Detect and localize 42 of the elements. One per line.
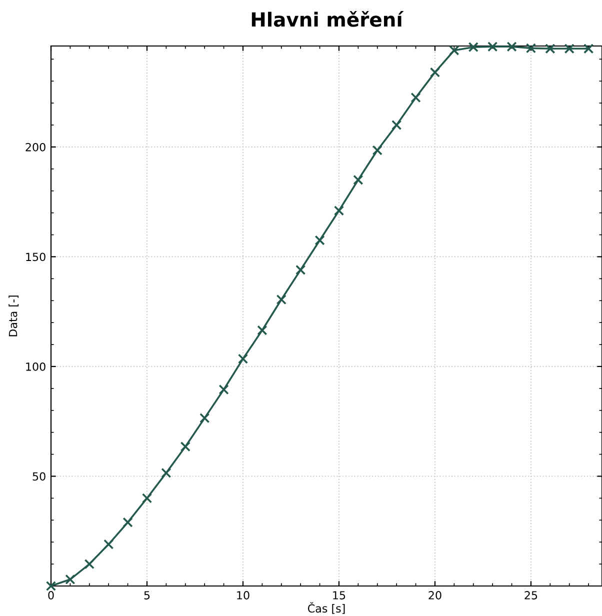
y-axis-title: Data [-] [8, 296, 19, 336]
point [430, 67, 440, 78]
point [238, 354, 248, 364]
chart-title: Hlavni měření [252, 11, 404, 27]
x-tick-label: 15 [333, 591, 346, 600]
point [564, 44, 574, 54]
y-tick-label: 100 [26, 362, 46, 371]
point [84, 558, 94, 570]
point [468, 42, 478, 52]
point [122, 517, 133, 528]
point [180, 442, 190, 452]
point [296, 264, 306, 275]
x-axis-title: Čas [s] [308, 602, 345, 614]
point [526, 43, 536, 54]
point [142, 493, 152, 504]
point [161, 468, 172, 478]
point [65, 574, 76, 584]
x-tick-label: 5 [144, 591, 150, 600]
point [200, 413, 210, 424]
point [372, 145, 382, 156]
y-tick-label: 200 [26, 142, 46, 152]
y-tick-label: 150 [26, 252, 46, 262]
point [276, 294, 286, 305]
point [104, 539, 114, 550]
point [545, 44, 556, 54]
point [218, 384, 229, 395]
point [334, 206, 344, 216]
point [392, 120, 402, 130]
point [257, 325, 268, 336]
point [410, 92, 421, 103]
x-tick-label: 10 [237, 591, 250, 600]
x-tick-label: 0 [48, 591, 54, 600]
x-tick-label: 20 [428, 591, 442, 600]
point [353, 174, 364, 185]
point [506, 42, 517, 52]
point [314, 235, 325, 246]
y-tick-label: 50 [32, 472, 46, 481]
point [487, 42, 498, 52]
point [583, 44, 594, 54]
x-tick-label: 25 [524, 591, 538, 600]
point [449, 45, 460, 56]
point [46, 580, 56, 592]
